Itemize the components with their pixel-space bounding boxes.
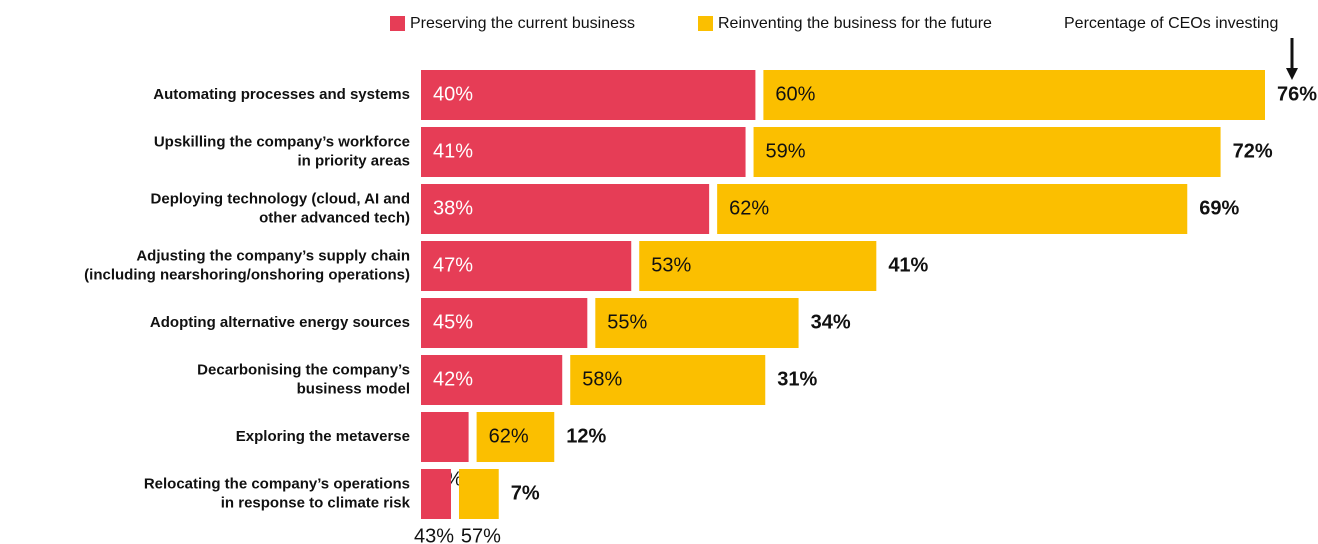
bar-segment bbox=[421, 70, 756, 120]
bar-segment bbox=[476, 412, 555, 462]
bar-segment bbox=[639, 241, 877, 291]
bar-segment bbox=[753, 127, 1221, 177]
value-label: 38% bbox=[433, 197, 473, 219]
category-label: Upskilling the company’s workforce bbox=[154, 133, 410, 150]
total-label: 72% bbox=[1233, 140, 1273, 162]
total-label: 12% bbox=[566, 425, 606, 447]
value-label: 41% bbox=[433, 140, 473, 162]
bar-segment bbox=[421, 184, 710, 234]
bar-segment bbox=[458, 469, 499, 519]
total-label: 76% bbox=[1277, 83, 1317, 105]
bar-segment bbox=[421, 298, 588, 348]
total-label: 69% bbox=[1199, 197, 1239, 219]
category-label: in priority areas bbox=[297, 152, 410, 169]
value-label: 57% bbox=[461, 525, 501, 544]
total-label: 31% bbox=[777, 368, 817, 390]
category-label: in response to climate risk bbox=[221, 494, 411, 511]
bar-segment bbox=[717, 184, 1188, 234]
bar-segment bbox=[421, 127, 746, 177]
value-label: 60% bbox=[775, 83, 815, 105]
value-label: 62% bbox=[489, 425, 529, 447]
category-label: Decarbonising the company’s bbox=[197, 361, 410, 378]
legend-label: Preserving the current business bbox=[410, 15, 635, 32]
value-label: 55% bbox=[607, 311, 647, 333]
value-label: 53% bbox=[651, 254, 691, 276]
total-label: 34% bbox=[811, 311, 851, 333]
category-label: Relocating the company’s operations bbox=[144, 475, 410, 492]
category-label: Deploying technology (cloud, AI and bbox=[151, 190, 410, 207]
bar-segment bbox=[595, 298, 799, 348]
value-label: 47% bbox=[433, 254, 473, 276]
category-label: other advanced tech) bbox=[259, 209, 410, 226]
total-label: 41% bbox=[888, 254, 928, 276]
bar-segment bbox=[570, 355, 766, 405]
legend-label: Reinventing the business for the future bbox=[718, 15, 992, 32]
legend-arrow-head bbox=[1286, 68, 1298, 80]
value-label: 62% bbox=[729, 197, 769, 219]
legend-swatch bbox=[698, 16, 713, 31]
category-label: Adopting alternative energy sources bbox=[150, 314, 410, 331]
legend-label: Percentage of CEOs investing bbox=[1064, 15, 1278, 32]
bar-segment bbox=[763, 70, 1265, 120]
legend-swatch bbox=[390, 16, 405, 31]
category-label: (including nearshoring/onshoring operati… bbox=[84, 266, 410, 283]
total-label: 7% bbox=[511, 482, 540, 504]
category-label: Adjusting the company’s supply chain bbox=[136, 247, 410, 264]
category-label: Automating processes and systems bbox=[153, 86, 410, 103]
category-label: business model bbox=[297, 380, 410, 397]
bar-segment bbox=[421, 241, 632, 291]
value-label: 59% bbox=[766, 140, 806, 162]
bar-segment bbox=[421, 469, 451, 519]
value-label: 43% bbox=[414, 525, 454, 544]
category-label: Exploring the metaverse bbox=[236, 428, 410, 445]
value-label: 45% bbox=[433, 311, 473, 333]
value-label: 58% bbox=[582, 368, 622, 390]
value-label: 40% bbox=[433, 83, 473, 105]
bar-segment bbox=[421, 412, 469, 462]
bar-segment bbox=[421, 355, 563, 405]
value-label: 42% bbox=[433, 368, 473, 390]
